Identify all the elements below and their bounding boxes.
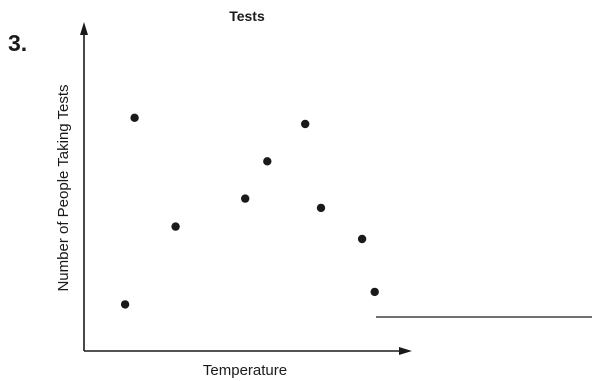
problem-number: 3. — [8, 30, 28, 56]
data-point-5 — [263, 157, 272, 166]
x-axis-arrowhead — [399, 347, 412, 355]
data-point-4 — [241, 194, 250, 203]
data-point-1 — [130, 113, 139, 123]
chart-title: Tests — [229, 8, 265, 24]
data-point-3 — [171, 222, 180, 231]
data-point-7 — [316, 203, 326, 213]
data-point-8 — [357, 234, 367, 244]
axes — [80, 22, 412, 355]
data-point-9 — [370, 287, 379, 297]
data-points — [120, 113, 379, 309]
y-axis-label: Number of People Taking Tests — [55, 84, 72, 291]
y-axis-arrowhead — [80, 22, 88, 35]
data-point-6 — [301, 119, 310, 129]
x-axis-label: Temperature — [203, 362, 287, 379]
data-point-2 — [120, 300, 130, 309]
